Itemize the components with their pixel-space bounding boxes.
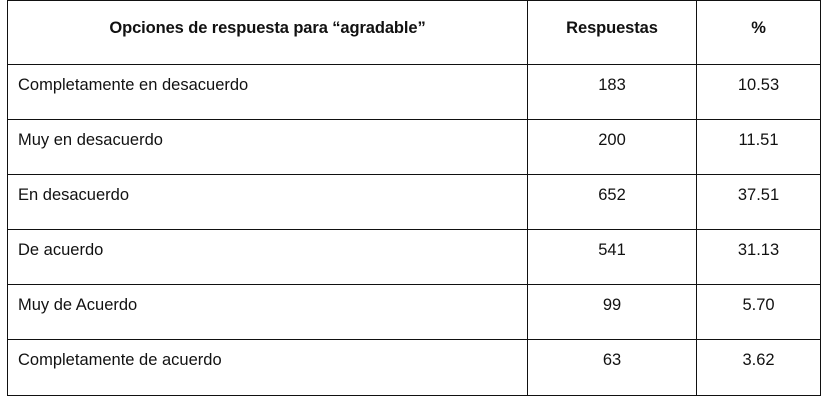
responses-cell: 541 xyxy=(527,229,697,285)
option-cell: Muy en desacuerdo xyxy=(7,119,528,175)
responses-cell: 200 xyxy=(527,119,697,175)
percent-cell: 10.53 xyxy=(696,64,821,120)
header-row: Opciones de respuesta para “agradable” R… xyxy=(7,0,821,65)
table-row: De acuerdo 541 31.13 xyxy=(7,229,821,285)
table-row: Completamente de acuerdo 63 3.62 xyxy=(7,339,821,396)
survey-results-table: Opciones de respuesta para “agradable” R… xyxy=(7,0,821,396)
responses-cell: 652 xyxy=(527,174,697,230)
table-row: Muy en desacuerdo 200 11.51 xyxy=(7,119,821,175)
percent-cell: 3.62 xyxy=(696,339,821,396)
header-responses: Respuestas xyxy=(527,0,697,65)
table-body: Completamente en desacuerdo 183 10.53 Mu… xyxy=(7,64,821,396)
header-percent: % xyxy=(696,0,821,65)
percent-cell: 5.70 xyxy=(696,284,821,340)
percent-cell: 37.51 xyxy=(696,174,821,230)
responses-cell: 99 xyxy=(527,284,697,340)
table-row: Muy de Acuerdo 99 5.70 xyxy=(7,284,821,340)
option-cell: En desacuerdo xyxy=(7,174,528,230)
percent-cell: 31.13 xyxy=(696,229,821,285)
option-cell: Completamente de acuerdo xyxy=(7,339,528,396)
table-row: En desacuerdo 652 37.51 xyxy=(7,174,821,230)
header-option: Opciones de respuesta para “agradable” xyxy=(7,0,528,65)
responses-cell: 183 xyxy=(527,64,697,120)
option-cell: De acuerdo xyxy=(7,229,528,285)
table-header: Opciones de respuesta para “agradable” R… xyxy=(7,0,821,65)
option-cell: Muy de Acuerdo xyxy=(7,284,528,340)
table-row: Completamente en desacuerdo 183 10.53 xyxy=(7,64,821,120)
percent-cell: 11.51 xyxy=(696,119,821,175)
responses-cell: 63 xyxy=(527,339,697,396)
option-cell: Completamente en desacuerdo xyxy=(7,64,528,120)
